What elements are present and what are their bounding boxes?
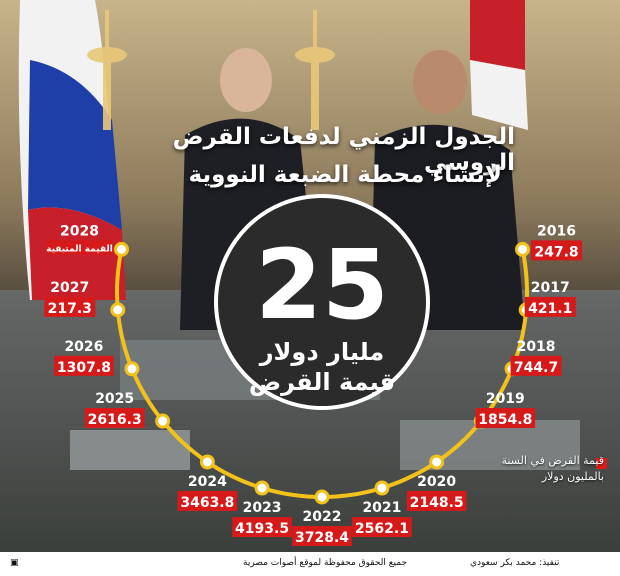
year-label-2025: 2025	[95, 391, 134, 407]
marker-2022	[314, 489, 330, 505]
footer-bar: ▣ جميع الحقوق محفوظة لموقع أصوات مصرية ت…	[0, 552, 620, 576]
value-box-2016	[531, 240, 583, 261]
center-badge: 25 مليار دولار قيمة القرض	[214, 194, 430, 410]
value-label-2020: 2148.5	[410, 495, 464, 511]
value-box-2017	[524, 296, 576, 317]
year-label-2018: 2018	[517, 339, 556, 355]
value-label-2024: 3463.8	[180, 495, 234, 511]
year-label-2028: 2028	[60, 223, 99, 239]
marker-2021	[374, 480, 390, 496]
value-label-2028: القيمة المتبقية	[46, 244, 113, 254]
value-box-2025	[84, 408, 145, 429]
value-box-2022	[292, 526, 352, 546]
value-label-2019: 1854.8	[478, 412, 532, 428]
russian-flag	[18, 0, 126, 300]
value-box-2021	[352, 517, 412, 538]
footer-rights: جميع الحقوق محفوظة لموقع أصوات مصرية	[243, 558, 408, 568]
value-label-2016: 247.8	[534, 244, 578, 260]
footer-logo-icon: ▣	[10, 558, 19, 568]
year-label-2020: 2020	[417, 474, 456, 490]
value-box-2024	[177, 490, 238, 511]
legend-note: قيمة القرض في السنة بالمليون دولار	[501, 454, 604, 483]
year-label-2026: 2026	[64, 339, 103, 355]
year-label-2016: 2016	[537, 223, 576, 239]
marker-2016	[515, 241, 531, 257]
legend-swatch	[596, 458, 607, 469]
marker-2025	[155, 413, 171, 429]
value-label-2017: 421.1	[528, 301, 572, 317]
center-line-2: قيمة القرض	[249, 368, 395, 396]
value-label-2018: 744.7	[514, 360, 558, 376]
value-label-2027: 217.3	[48, 301, 92, 317]
value-label-2025: 2616.3	[88, 412, 142, 428]
year-label-2017: 2017	[531, 280, 570, 296]
title-line-1: الجدول الزمني لدفعات القرض الروسي	[172, 124, 515, 176]
value-label-2021: 2562.1	[355, 521, 409, 537]
footer-design: تنفيذ: محمد بكر سعودي	[470, 558, 560, 568]
value-box-2023	[232, 517, 292, 538]
year-label-2024: 2024	[188, 474, 227, 490]
chandelier-left-icon	[87, 10, 127, 130]
year-label-2021: 2021	[362, 500, 401, 516]
center-number: 25	[255, 229, 389, 341]
year-label-2019: 2019	[486, 391, 525, 407]
marker-2023	[254, 480, 270, 496]
year-label-2023: 2023	[243, 500, 282, 516]
year-label-2027: 2027	[50, 280, 89, 296]
value-box-2019	[475, 408, 536, 429]
value-label-2026: 1307.8	[57, 360, 111, 376]
marker-2026	[124, 361, 140, 377]
chandelier-right-icon	[295, 10, 335, 130]
marker-2028	[113, 241, 129, 257]
center-line-1: مليار دولار	[259, 338, 385, 366]
value-box-2026	[54, 355, 114, 376]
value-box-2018	[510, 355, 562, 376]
title-line-2: لإنشاء محطة الضبعة النووية	[188, 162, 502, 188]
egyptian-flag	[470, 0, 528, 130]
value-label-2023: 4193.5	[235, 521, 289, 537]
year-label-2022: 2022	[303, 509, 342, 525]
value-box-2020	[406, 490, 467, 511]
marker-2027	[110, 302, 126, 318]
value-box-2028	[46, 240, 113, 255]
value-label-2022: 3728.4	[295, 530, 349, 546]
value-box-2027	[44, 296, 96, 317]
marker-2024	[199, 454, 215, 470]
marker-2020	[429, 454, 445, 470]
